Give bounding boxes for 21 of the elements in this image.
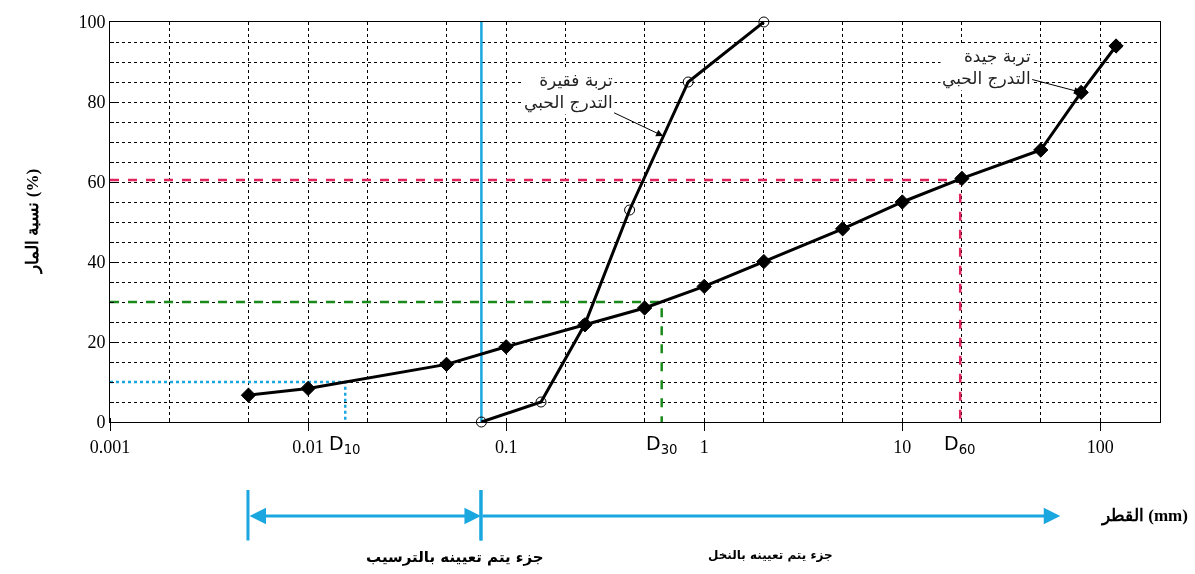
x-tick-label: 10 — [893, 436, 912, 457]
annotation: D$_{60}$ — [944, 432, 976, 457]
x-tick-label: 100 — [1086, 436, 1114, 457]
y-tick-label: 40 — [87, 252, 106, 273]
annotation: تربة فقيرة التدرج الحبي — [524, 70, 613, 114]
y-tick-label: 20 — [87, 332, 106, 353]
x-tick-label: 0.01 — [292, 436, 324, 457]
x-tick-label: 0.001 — [89, 436, 131, 457]
y-tick-label: 100 — [78, 12, 106, 33]
y-tick-label: 80 — [87, 92, 106, 113]
x-axis-title: القطر (mm) — [1100, 506, 1188, 526]
annotation: D$_{30}$ — [646, 432, 678, 457]
annotation: تربة جيدة التدرج الحبي — [942, 46, 1031, 90]
x-tick-label: 1 — [699, 436, 709, 457]
x-tick-label: 0.1 — [494, 436, 518, 457]
text: جزء يتم تعيينه بالنخل — [708, 548, 833, 562]
y-tick-label: 60 — [87, 172, 106, 193]
y-tick-label: 0 — [96, 412, 106, 433]
annotation: D$_{10}$ — [329, 432, 361, 457]
text: جزء يتم تعيينه بالترسيب — [366, 548, 544, 566]
y-axis-title: نسبة المار (%) — [22, 168, 43, 275]
